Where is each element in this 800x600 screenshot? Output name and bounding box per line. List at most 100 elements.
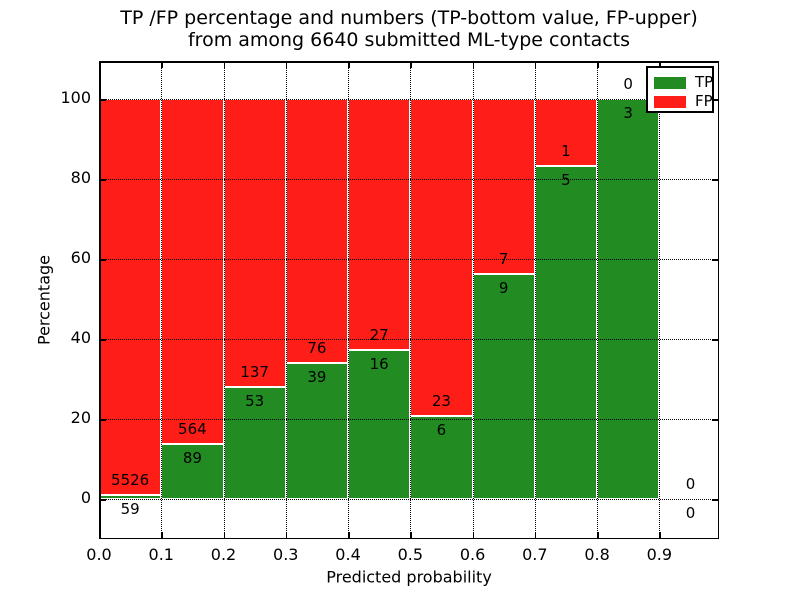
bar-fp-count-label: 27 <box>369 326 389 345</box>
y-tick-mark-left <box>100 179 106 181</box>
y-tick-mark-left <box>100 259 106 261</box>
x-tick-mark-top <box>348 62 350 68</box>
legend-label-tp: TP <box>695 73 714 91</box>
bar-tp-segment <box>534 165 598 499</box>
bar-tp-segment <box>597 99 660 499</box>
bar-tp-segment <box>285 363 349 499</box>
x-tick-mark-top <box>597 62 599 68</box>
bar-tp-segment <box>472 274 535 499</box>
gridline-horizontal <box>99 99 719 100</box>
spine-top <box>99 61 719 63</box>
y-tick-mark-right <box>712 179 718 181</box>
y-tick-mark-right <box>712 419 718 421</box>
x-tick-mark-top <box>161 62 163 68</box>
bar-fp-segment <box>161 99 224 445</box>
gridline-horizontal <box>99 339 719 340</box>
x-tick-mark-bottom <box>659 532 661 538</box>
gridline-horizontal <box>99 499 719 500</box>
bar-fp-count-label: 23 <box>431 392 451 411</box>
bar-tp-segment <box>161 444 224 499</box>
bar-fp-count-label: 137 <box>240 363 269 382</box>
gridline-vertical <box>161 61 163 539</box>
bar-tp-count-label: 89 <box>182 449 202 468</box>
bar-fp-segment <box>99 99 162 495</box>
bar-tp-segment <box>348 350 411 499</box>
x-tick-label: 0.5 <box>397 545 424 564</box>
y-tick-mark-left <box>100 499 106 501</box>
x-tick-mark-top <box>410 62 412 68</box>
spine-right <box>717 61 719 539</box>
gridline-horizontal <box>99 179 719 180</box>
bar-fp-segment <box>472 99 535 274</box>
y-tick-mark-right <box>712 99 718 101</box>
bar-fp-segment <box>410 99 473 417</box>
legend-swatch-fp <box>654 95 686 108</box>
y-tick-label: 20 <box>70 408 91 427</box>
y-tick-mark-left <box>100 339 106 341</box>
x-axis-label: Predicted probability <box>326 567 492 587</box>
gridline-horizontal <box>99 419 719 420</box>
bar-fp-count-label: 7 <box>498 250 509 268</box>
bar-tp-count-label: 53 <box>245 392 265 411</box>
x-tick-label: 0.8 <box>584 545 610 564</box>
y-tick-mark-left <box>100 419 106 421</box>
gridline-horizontal <box>99 259 719 260</box>
bar-tp-count-label: 59 <box>120 499 140 518</box>
legend: TP FP <box>646 66 714 113</box>
x-tick-mark-bottom <box>223 532 226 538</box>
x-tick-label: 0.6 <box>459 545 486 564</box>
y-tick-label: 0 <box>80 488 91 507</box>
bar-fp-segment <box>285 99 349 364</box>
x-tick-mark-bottom <box>410 532 412 538</box>
x-tick-label: 0.1 <box>148 545 174 564</box>
gridline-vertical <box>285 61 287 539</box>
gridline-vertical <box>410 61 412 539</box>
x-tick-label: 0.0 <box>86 545 112 564</box>
chart-title-line2: from among 6640 submitted ML-type contac… <box>187 29 631 51</box>
x-tick-mark-top <box>659 62 661 68</box>
bar-fp-count-label: 0 <box>623 75 633 93</box>
spine-bottom <box>99 537 719 539</box>
y-tick-label: 60 <box>70 248 91 267</box>
bar-tp-count-label: 0 <box>685 504 696 522</box>
x-tick-mark-top <box>472 62 475 68</box>
x-tick-mark-bottom <box>348 532 350 538</box>
y-tick-mark-right <box>712 259 718 261</box>
x-tick-mark-top <box>223 62 226 68</box>
gridline-vertical <box>597 61 599 539</box>
bar-tp-count-label: 9 <box>498 279 509 297</box>
bar-fp-count-label: 0 <box>685 475 696 493</box>
y-tick-label: 40 <box>70 328 91 347</box>
bar-fp-count-label: 76 <box>307 339 327 358</box>
x-tick-label: 0.4 <box>335 545 361 564</box>
x-tick-mark-bottom <box>472 532 475 538</box>
y-tick-mark-right <box>712 339 718 341</box>
x-tick-label: 0.9 <box>646 545 673 564</box>
plot-area: 5526 59 564 89 137 53 76 39 27 16 23 6 7 9 1 5 0 3 0 0 <box>99 61 719 539</box>
y-tick-mark-left <box>100 99 106 101</box>
legend-item-fp: FP <box>654 92 713 111</box>
x-tick-mark-bottom <box>534 532 537 538</box>
legend-swatch-tp <box>654 76 686 89</box>
bar-fp-count-label: 1 <box>561 141 571 160</box>
bar-fp-segment <box>348 99 411 351</box>
x-tick-mark-bottom <box>161 532 163 538</box>
y-tick-label: 100 <box>60 88 91 107</box>
x-tick-mark-top <box>285 62 288 68</box>
x-tick-label: 0.7 <box>522 545 548 564</box>
gridline-vertical <box>472 61 474 539</box>
bar-fp-segment <box>534 99 598 166</box>
gridline-vertical <box>659 61 661 539</box>
x-tick-mark-top <box>534 62 537 68</box>
bar-fp-segment <box>223 99 286 388</box>
legend-item-tp: TP <box>654 73 714 92</box>
spine-left <box>99 61 101 539</box>
bar-tp-count-label: 5 <box>561 170 571 189</box>
gridline-vertical <box>348 61 350 539</box>
y-tick-mark-right <box>712 499 718 501</box>
chart-title-line1: TP /FP percentage and numbers (TP-bottom… <box>120 7 698 29</box>
bar-tp-count-label: 6 <box>436 421 447 440</box>
bar-tp-count-label: 16 <box>369 355 389 374</box>
legend-label-fp: FP <box>695 92 713 110</box>
